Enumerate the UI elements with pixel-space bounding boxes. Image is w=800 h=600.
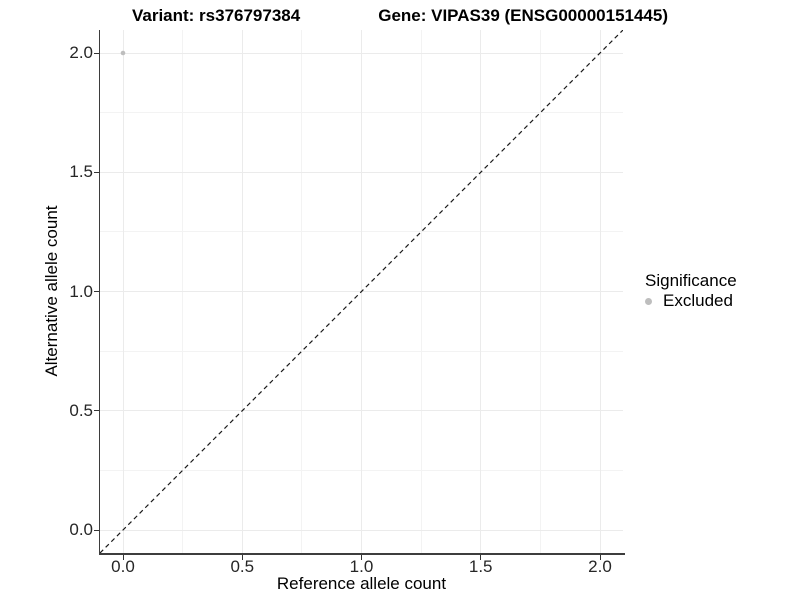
x-tick-mark	[361, 554, 362, 560]
y-tick-mark	[93, 171, 99, 173]
y-tick-label: 0.5	[69, 400, 93, 420]
y-tick-mark	[93, 52, 99, 54]
y-tick-mark	[93, 529, 99, 531]
y-tick-mark	[93, 410, 99, 412]
x-tick-mark	[122, 554, 124, 560]
grid-line-major	[100, 529, 623, 531]
grid-line-major	[100, 410, 623, 412]
y-tick-label: 0.0	[69, 520, 93, 539]
x-tick-label: 0.0	[111, 557, 135, 576]
legend-title: Significance	[645, 271, 737, 290]
data-point	[120, 50, 126, 56]
y-axis-title: Alternative allele count	[42, 205, 61, 377]
y-axis-line	[98, 30, 100, 555]
legend: Significance Excluded	[645, 271, 737, 311]
x-tick-mark	[480, 554, 482, 560]
identity-line	[100, 30, 623, 553]
x-tick-label: 1.5	[468, 557, 493, 576]
variant-title-text: Variant: rs376797384	[131, 6, 301, 25]
legend-items: Excluded	[645, 291, 737, 311]
grid-line-major	[100, 52, 623, 54]
x-tick-mark	[241, 554, 243, 560]
legend-point-icon	[645, 297, 652, 305]
x-tick-label: 2.0	[588, 557, 612, 576]
y-tick-mark	[93, 291, 99, 292]
chart-title: Variant: rs376797384 Gene: VIPAS39 (ENSG…	[0, 5, 800, 27]
legend-item: Excluded	[645, 291, 737, 311]
y-tick-label: 2.0	[69, 43, 93, 62]
legend-item-label: Excluded	[663, 291, 733, 310]
x-tick-label: 0.5	[230, 557, 255, 576]
panel-canvas	[100, 30, 623, 553]
y-tick-label: 1.0	[69, 281, 93, 301]
x-axis-line	[98, 553, 625, 555]
plot-panel	[100, 30, 623, 553]
gene-title-text: Gene: VIPAS39 (ENSG00000151445)	[378, 6, 669, 25]
y-tick-label: 1.5	[69, 162, 93, 182]
x-tick-mark	[599, 554, 601, 560]
x-axis-title: Reference allele count	[276, 574, 447, 593]
grid-line-major	[100, 171, 623, 173]
x-tick-label: 1.0	[349, 557, 374, 576]
